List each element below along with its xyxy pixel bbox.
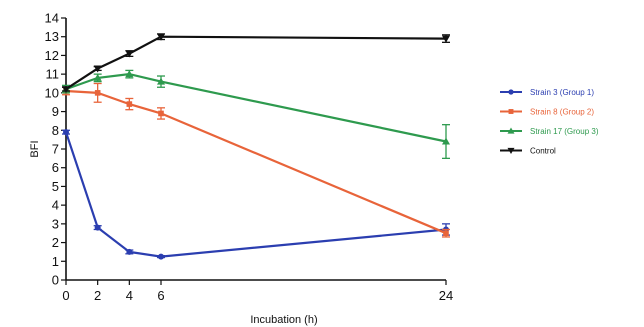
x-ticks: 0 2 4 6 24 [62, 280, 453, 303]
series-1 [62, 129, 450, 260]
y-tick-label: 2 [52, 235, 59, 250]
series-line [65, 89, 447, 235]
y-tick-label: 10 [45, 85, 59, 100]
legend-marker [508, 89, 514, 95]
legend-label: Control [530, 147, 556, 156]
y-tick-label: 12 [45, 48, 59, 63]
data-point [158, 253, 164, 260]
data-point [443, 230, 449, 237]
legend-marker [507, 127, 515, 134]
legend-marker [507, 147, 515, 154]
data-point [93, 73, 102, 81]
data-point [94, 90, 101, 96]
data-point [63, 129, 69, 136]
data-point [93, 65, 102, 73]
y-tick-label: 3 [52, 216, 59, 231]
data-point [442, 137, 450, 145]
series-2 [62, 82, 450, 238]
data-point [158, 110, 164, 117]
series-line [65, 72, 447, 143]
data-point [62, 86, 70, 94]
legend: Strain 3 (Group 1) Strain 8 (Group 2) Stra… [500, 88, 599, 156]
x-tick-label: 4 [126, 288, 133, 303]
y-tick-label: 4 [52, 198, 59, 213]
y-tick-label: 6 [52, 160, 59, 175]
x-tick-label: 6 [157, 288, 164, 303]
x-tick-label: 0 [62, 288, 69, 303]
legend-marker [508, 109, 514, 114]
data-point [157, 33, 165, 41]
y-tick-label: 13 [45, 29, 59, 44]
series-3 [62, 69, 450, 160]
data-point [442, 35, 450, 43]
y-tick-label: 1 [52, 254, 59, 269]
series-line [65, 35, 447, 91]
legend-item: Strain 8 (Group 2) [500, 108, 594, 117]
x-axis-title: Incubation (h) [250, 314, 317, 326]
x-tick-label: 24 [439, 288, 453, 303]
data-point [125, 50, 134, 58]
legend-item: Strain 17 (Group 3) [500, 127, 599, 136]
legend-label: Strain 17 (Group 3) [530, 127, 599, 136]
y-tick-label: 7 [52, 142, 59, 157]
y-tick-label: 8 [52, 123, 59, 138]
data-point [125, 70, 134, 78]
x-tick-label: 2 [94, 288, 101, 303]
legend-label: Strain 8 (Group 2) [530, 108, 594, 117]
y-tick-label: 9 [52, 104, 59, 119]
series-line [64, 131, 447, 258]
series-4 [62, 33, 450, 94]
legend-label: Strain 3 (Group 1) [530, 88, 594, 97]
data-point [94, 224, 101, 231]
y-axis-title: BFI [29, 140, 41, 157]
legend-item: Strain 3 (Group 1) [500, 88, 594, 97]
y-tick-label: 11 [46, 67, 60, 82]
y-tick-label: 14 [45, 11, 59, 26]
data-point [157, 77, 165, 85]
data-point [126, 101, 133, 107]
legend-item: Control [500, 147, 556, 156]
y-tick-label: 0 [52, 273, 59, 288]
data-point [126, 248, 133, 255]
plot-area [62, 33, 450, 260]
y-tick-label: 5 [52, 179, 59, 194]
